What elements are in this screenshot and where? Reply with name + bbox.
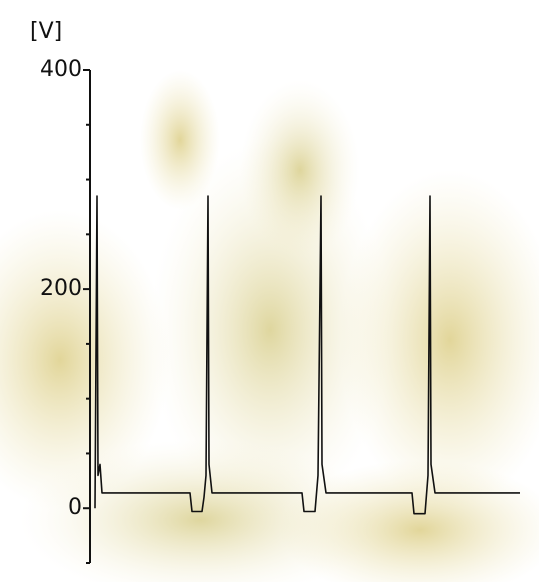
y-tick-label: 0: [68, 495, 82, 520]
y-axis-label: [V]: [30, 19, 62, 44]
chart: [V] 0 200 400: [0, 0, 539, 582]
y-tick-label: 400: [40, 57, 82, 82]
page: [V] 0200400 (() => { const data = JSON.p…: [0, 0, 539, 582]
y-tick-label: 200: [40, 276, 82, 301]
